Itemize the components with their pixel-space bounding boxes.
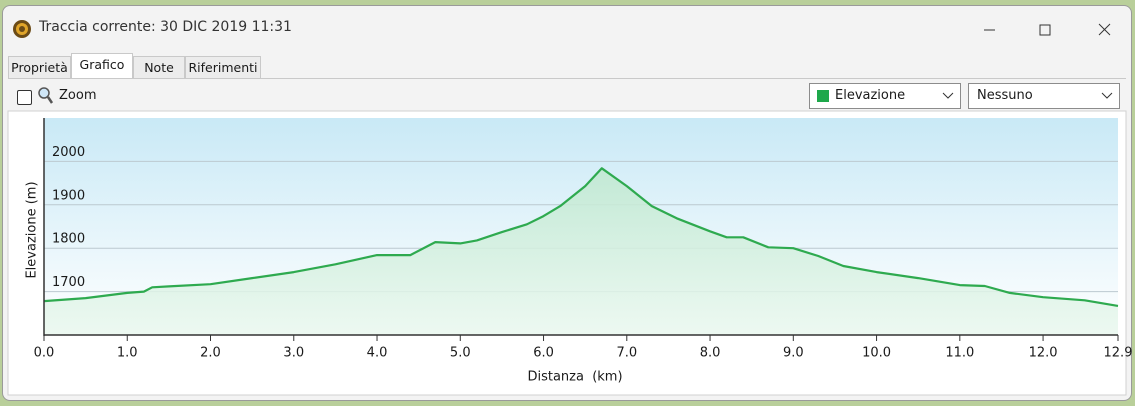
x-tick-label: 12.0 [1029,346,1058,361]
zoom-checkbox[interactable] [17,90,32,105]
zoom-icon [38,87,54,104]
second-dropdown[interactable]: Nessuno [968,83,1120,109]
app-icon [13,20,31,38]
series-dropdown[interactable]: Elevazione [809,83,961,109]
tab[interactable]: Proprietà [8,56,71,78]
x-tick-label: 2.0 [200,346,221,361]
x-tick-label: 7.0 [616,346,637,361]
y-tick-label: 1800 [52,232,85,247]
elevation-line [43,167,1119,307]
x-tick-label: 8.0 [700,346,721,361]
y-tick-label: 1700 [52,275,85,290]
series-dropdown-text: Elevazione [835,88,906,103]
x-axis-label: Distanza (km) [527,370,622,385]
x-tick-label: 9.0 [783,346,804,361]
tab[interactable]: Grafico [71,53,133,79]
x-tick-label: 4.0 [367,346,388,361]
tab-divider [8,78,1126,79]
x-tick-label: 12.9 [1104,346,1133,361]
y-tick-label: 2000 [52,145,85,160]
x-tick-label: 0.0 [34,346,55,361]
tab[interactable]: Riferimenti [185,56,261,78]
zoom-label: Zoom [59,88,97,103]
y-axis-label: Elevazione (m) [25,181,40,278]
window-controls[interactable] [978,18,1118,42]
x-tick-label: 11.0 [945,346,974,361]
elevation-area [44,168,1118,335]
second-dropdown-text: Nessuno [977,88,1033,103]
x-tick-label: 10.0 [862,346,891,361]
tab[interactable]: Note [133,56,185,78]
x-tick-label: 5.0 [450,346,471,361]
x-tick-label: 3.0 [283,346,304,361]
y-tick-label: 1900 [52,188,85,203]
x-tick-label: 1.0 [117,346,138,361]
x-tick-label: 6.0 [533,346,554,361]
window-title: Traccia corrente: 30 DIC 2019 11:31 [39,19,292,35]
